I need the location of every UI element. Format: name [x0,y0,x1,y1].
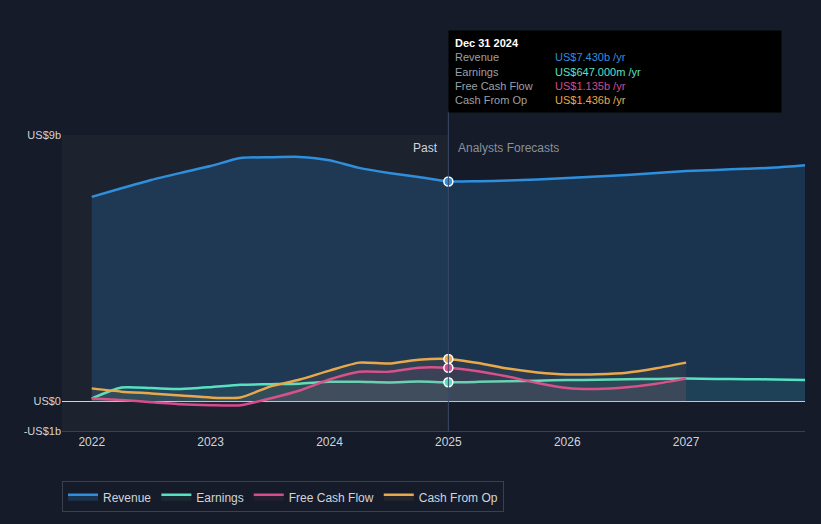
svg-text:2023: 2023 [197,435,224,449]
svg-text:US$7.430b /yrUS$647.000m /yrUS: US$7.430b /yrUS$647.000m /yrUS$1.135b /y… [555,37,641,106]
svg-text:2022: 2022 [78,435,105,449]
svg-text:-US$1b: -US$1b [24,425,61,437]
svg-text:Free Cash Flow: Free Cash Flow [289,491,374,505]
svg-text:US$9b: US$9b [27,129,61,141]
svg-text:Earnings: Earnings [196,491,243,505]
svg-text:2027: 2027 [673,435,700,449]
svg-text:US$0: US$0 [33,395,61,407]
svg-text:Dec 31 2024RevenueEarningsFree: Dec 31 2024RevenueEarningsFree Cash Flow… [455,37,533,106]
svg-text:Past: Past [413,141,438,155]
svg-text:Revenue: Revenue [103,491,151,505]
svg-text:2024: 2024 [316,435,343,449]
svg-text:Analysts Forecasts: Analysts Forecasts [458,141,559,155]
svg-text:2025: 2025 [435,435,462,449]
svg-text:Cash From Op: Cash From Op [419,491,498,505]
svg-text:2026: 2026 [554,435,581,449]
